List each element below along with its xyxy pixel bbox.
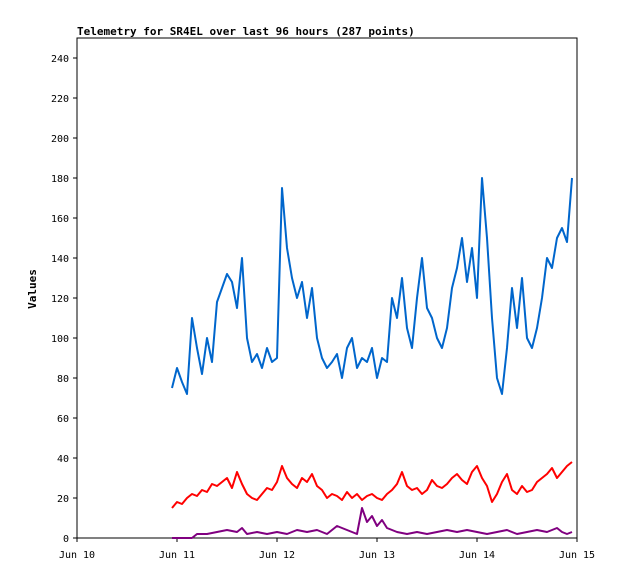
x-tick-label: Jun 14 [459, 550, 495, 561]
y-tick-label: 140 [51, 254, 69, 265]
y-tick-label: 200 [51, 134, 69, 145]
x-tick-label: Jun 12 [259, 550, 295, 561]
series-line-2 [172, 507, 573, 539]
y-tick-label: 240 [51, 54, 69, 65]
series-line-0 [171, 177, 573, 395]
y-tick-label: 80 [57, 374, 69, 385]
series-line-1 [171, 461, 573, 509]
y-tick-label: 120 [51, 294, 69, 305]
y-tick-label: 20 [57, 494, 69, 505]
x-tick-label: Jun 10 [59, 550, 95, 561]
x-tick-label: Jun 11 [159, 550, 195, 561]
y-tick-label: 160 [51, 214, 69, 225]
y-tick-label: 100 [51, 334, 69, 345]
x-tick-label: Jun 15 [559, 550, 595, 561]
y-tick-label: 60 [57, 414, 69, 425]
y-tick-label: 40 [57, 454, 69, 465]
y-axis-label: Values [26, 269, 39, 309]
y-tick-label: 180 [51, 174, 69, 185]
chart-title: Telemetry for SR4EL over last 96 hours (… [77, 25, 415, 38]
plot-area [76, 37, 578, 539]
y-tick-label: 220 [51, 94, 69, 105]
y-tick-label: 0 [63, 534, 69, 545]
series-layer [171, 177, 573, 539]
y-axis: 0 20 40 60 80 100 120 140 160 180 200 220 240 [51, 54, 77, 545]
x-axis: Jun 10 Jun 11 Jun 12 Jun 13 Jun 14 Jun 15 [59, 538, 595, 561]
x-tick-label: Jun 13 [359, 550, 395, 561]
